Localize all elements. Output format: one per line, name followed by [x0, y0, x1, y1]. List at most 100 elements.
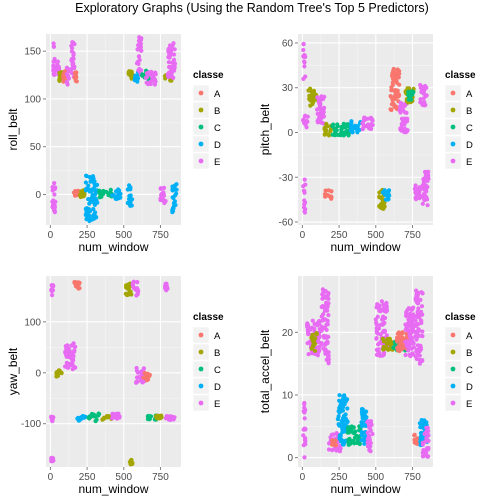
data-point-E [51, 44, 57, 49]
data-point-E [367, 435, 372, 440]
data-point-E [162, 200, 167, 206]
data-point-E [167, 52, 172, 57]
data-point-E [302, 405, 307, 410]
y-tick-label: 0 [287, 128, 293, 139]
y-tick-label: 10 [282, 390, 294, 401]
data-point-A [144, 378, 149, 383]
data-point-E [374, 322, 379, 327]
data-point-E [328, 435, 333, 440]
data-point-B [380, 336, 385, 341]
data-point-E [374, 336, 379, 341]
data-point-D [92, 179, 97, 184]
data-point-E [417, 357, 422, 363]
data-point-E [152, 82, 157, 87]
data-point-E [134, 365, 139, 371]
data-point-D [340, 429, 345, 435]
data-point-E [50, 293, 55, 298]
data-point-A [404, 331, 409, 336]
data-point-E [325, 304, 330, 309]
data-point-A [333, 443, 338, 448]
data-point-C [98, 191, 103, 197]
data-point-E [318, 117, 323, 122]
data-point-D [89, 217, 94, 222]
data-point-E [403, 339, 408, 344]
legend-label-D: D [214, 140, 221, 151]
data-point-E [419, 88, 424, 93]
y-axis-label: total_accel_belt [258, 329, 272, 413]
legend-label-E: E [466, 157, 472, 168]
data-point-B [309, 335, 314, 340]
data-point-E [310, 318, 315, 323]
data-point-A [73, 73, 78, 78]
data-point-D [94, 215, 99, 220]
data-point-B [377, 195, 382, 200]
data-point-E [425, 178, 430, 183]
data-point-E [167, 70, 172, 75]
data-point-D [118, 195, 123, 200]
data-point-E [409, 307, 414, 312]
data-point-D [345, 419, 350, 424]
data-point-D [90, 193, 95, 198]
data-point-E [55, 62, 60, 67]
data-point-E [319, 314, 324, 319]
data-point-B [379, 203, 384, 209]
data-point-E [312, 322, 317, 327]
data-point-E [169, 60, 175, 65]
data-point-E [420, 442, 425, 447]
data-point-D [77, 417, 82, 422]
data-point-E [319, 120, 324, 125]
x-tick-label: 750 [152, 472, 169, 483]
data-point-E [316, 350, 321, 355]
legend-key-B [198, 349, 204, 355]
x-tick-label: 500 [367, 230, 384, 241]
data-point-E [420, 334, 425, 339]
data-point-E [301, 118, 306, 123]
data-point-C [94, 417, 99, 422]
data-point-E [425, 203, 430, 208]
data-point-E [416, 193, 421, 198]
data-point-B [157, 416, 162, 421]
data-point-B [322, 131, 328, 137]
data-point-C [344, 131, 349, 136]
y-tick-label: 150 [24, 47, 41, 58]
data-point-E [67, 355, 72, 360]
data-point-D [173, 187, 178, 192]
data-point-A [72, 281, 77, 286]
data-point-C [349, 424, 354, 429]
points [301, 41, 431, 215]
legend-key-E [450, 158, 456, 164]
data-point-E [418, 345, 423, 350]
data-point-C [348, 440, 353, 445]
data-point-C [104, 189, 109, 194]
y-tick-label: 50 [30, 142, 42, 153]
data-point-E [420, 329, 425, 334]
data-point-E [374, 352, 380, 357]
data-point-E [172, 65, 177, 70]
data-point-D [128, 193, 133, 198]
data-point-E [418, 82, 423, 88]
data-point-E [414, 337, 419, 342]
data-point-E [66, 75, 71, 80]
legend-label-A: A [214, 331, 221, 342]
data-point-A [389, 107, 394, 113]
x-tick-label: 750 [404, 472, 421, 483]
data-point-E [376, 342, 381, 347]
legend-label-E: E [466, 399, 472, 410]
data-point-C [333, 133, 338, 138]
data-point-A [390, 88, 395, 93]
data-point-E [326, 360, 331, 365]
data-point-E [302, 60, 307, 65]
data-point-E [144, 75, 149, 80]
data-point-E [164, 414, 169, 419]
data-point-A [389, 102, 394, 107]
data-point-A [415, 436, 420, 441]
data-point-D [337, 393, 342, 398]
data-point-E [424, 446, 429, 451]
data-point-E [420, 291, 425, 296]
data-point-D [337, 398, 342, 403]
data-point-B [307, 96, 312, 102]
legend-label-B: B [466, 106, 472, 117]
data-point-E [326, 296, 331, 301]
data-point-E [365, 122, 371, 127]
